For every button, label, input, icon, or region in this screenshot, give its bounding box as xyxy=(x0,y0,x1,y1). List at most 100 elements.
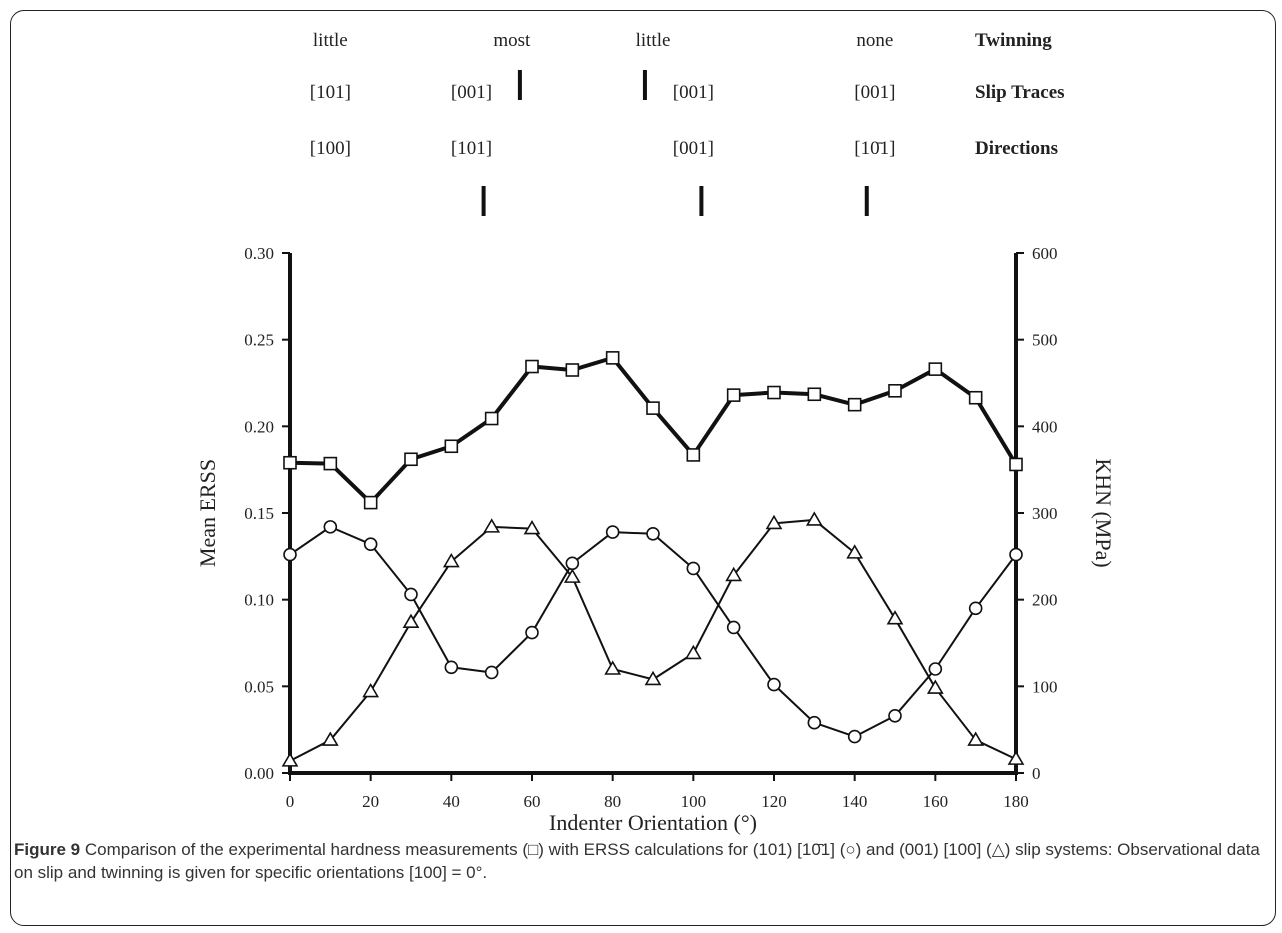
data-point-triangle xyxy=(281,752,299,767)
data-point-circle xyxy=(726,620,741,635)
data-point-circle xyxy=(807,715,822,730)
annotation-entry: [001] xyxy=(854,82,895,103)
right-tick-label: 100 xyxy=(1032,677,1058,696)
data-point-square xyxy=(686,448,701,462)
annotation-entry: most xyxy=(493,30,531,51)
data-point-triangle xyxy=(805,511,823,526)
data-point-square xyxy=(363,495,378,510)
data-point-circle xyxy=(283,547,297,562)
data-point-circle xyxy=(686,561,701,576)
data-point-square xyxy=(1009,457,1023,472)
data-point-circle xyxy=(847,729,862,744)
data-point-triangle xyxy=(846,544,864,559)
annotation-entry: [001] xyxy=(451,82,492,103)
series-line-circle xyxy=(289,525,1017,738)
data-point-square xyxy=(767,385,781,400)
data-point-triangle xyxy=(442,552,460,568)
left-axis-label: Mean ERSS xyxy=(195,459,220,567)
data-point-circle xyxy=(363,537,378,552)
x-tick-label: 40 xyxy=(443,792,460,811)
left-tick-label: 0.10 xyxy=(244,591,274,610)
data-point-triangle xyxy=(886,610,904,625)
data-point-square xyxy=(968,390,983,405)
data-point-triangle xyxy=(321,731,339,746)
left-tick-label: 0.00 xyxy=(244,764,274,783)
data-point-triangle xyxy=(402,613,420,629)
data-point-circle xyxy=(484,665,499,680)
data-point-triangle xyxy=(604,660,622,675)
data-point-circle xyxy=(444,660,459,675)
data-point-square xyxy=(444,439,459,454)
caption-label: Figure 9 xyxy=(14,840,81,859)
data-point-circle xyxy=(404,587,418,602)
x-tick-label: 120 xyxy=(761,792,787,811)
data-point-triangle xyxy=(644,670,662,686)
data-point-square xyxy=(928,362,943,376)
data-point-triangle xyxy=(684,644,702,660)
data-point-triangle xyxy=(1007,750,1025,765)
data-point-square xyxy=(646,401,660,415)
annotation-entry: [100] xyxy=(310,138,351,159)
annotation-entry: [101] xyxy=(310,82,351,103)
x-tick-label: 20 xyxy=(362,792,379,811)
right-tick-label: 300 xyxy=(1032,504,1058,523)
data-point-square xyxy=(283,455,297,470)
data-point-square xyxy=(726,388,741,402)
x-tick-label: 80 xyxy=(604,792,621,811)
data-point-triangle xyxy=(765,514,783,530)
x-tick-label: 60 xyxy=(524,792,541,811)
figure-caption: Figure 9 Comparison of the experimental … xyxy=(14,838,1269,884)
annotation-row-label: Directions xyxy=(975,138,1058,159)
left-tick-label: 0.25 xyxy=(244,331,274,350)
series-line-triangle xyxy=(289,518,1017,762)
x-tick-label: 0 xyxy=(286,792,295,811)
data-point-square xyxy=(605,351,620,365)
x-tick-label: 100 xyxy=(681,792,707,811)
data-point-square xyxy=(807,387,822,402)
data-point-square xyxy=(323,456,338,471)
data-point-triangle xyxy=(967,731,985,746)
annotation-entry: [101] xyxy=(451,138,492,159)
right-tick-label: 400 xyxy=(1032,417,1058,436)
data-point-circle xyxy=(1009,547,1023,562)
x-axis-label: Indenter Orientation (°) xyxy=(549,810,757,835)
data-point-square xyxy=(404,452,418,467)
annotation-row-label: Slip Traces xyxy=(975,82,1065,103)
data-point-circle xyxy=(928,662,943,676)
series-line-square xyxy=(289,355,1018,505)
left-tick-label: 0.15 xyxy=(244,504,274,523)
data-point-triangle xyxy=(362,682,380,698)
x-tick-label: 140 xyxy=(842,792,868,811)
data-point-triangle xyxy=(926,679,944,694)
annotation-entry: little xyxy=(636,30,671,51)
right-tick-label: 600 xyxy=(1032,244,1058,263)
annotation-entry: none xyxy=(856,30,893,51)
left-tick-label: 0.30 xyxy=(244,244,274,263)
annotation-entry: [001] xyxy=(673,138,714,159)
data-point-circle xyxy=(767,677,781,692)
data-point-circle xyxy=(888,708,902,723)
data-point-triangle xyxy=(563,568,581,583)
annotation-entry: [10̄1] xyxy=(854,138,895,159)
data-point-circle xyxy=(565,556,580,571)
data-point-circle xyxy=(605,525,620,539)
caption-text: Comparison of the experimental hardness … xyxy=(14,840,1260,882)
data-point-triangle xyxy=(523,520,541,535)
data-point-square xyxy=(847,397,862,412)
data-point-circle xyxy=(323,520,338,534)
data-point-square xyxy=(565,363,580,377)
right-tick-label: 500 xyxy=(1032,331,1058,350)
annotation-entry: little xyxy=(313,30,348,51)
data-point-circle xyxy=(525,625,539,640)
data-point-square xyxy=(888,383,902,398)
annotation-entry: [001] xyxy=(673,82,714,103)
annotation-row-label: Twinning xyxy=(975,30,1052,51)
x-tick-label: 160 xyxy=(923,792,949,811)
right-axis-label: KHN (MPa) xyxy=(1091,458,1116,567)
data-point-square xyxy=(484,411,499,426)
data-point-circle xyxy=(646,526,660,541)
x-tick-label: 180 xyxy=(1003,792,1029,811)
data-point-triangle xyxy=(725,566,743,582)
left-tick-label: 0.05 xyxy=(244,677,274,696)
